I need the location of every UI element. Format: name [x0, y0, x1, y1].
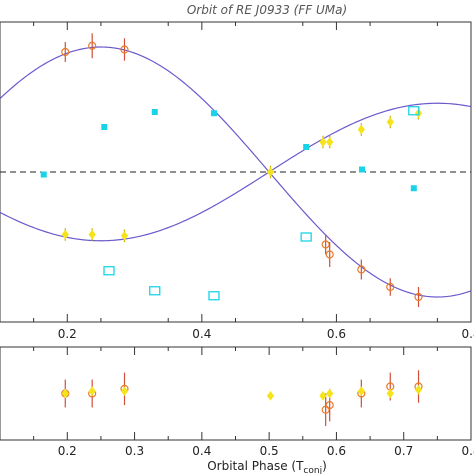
- data-point-diamond: [326, 388, 334, 399]
- data-point-open-square: [149, 286, 161, 296]
- x-tick-label: 0.8: [461, 444, 474, 458]
- x-tick-label: 0.3: [125, 444, 144, 458]
- x-tick-label: 0.6: [327, 444, 346, 458]
- data-point-diamond: [61, 388, 69, 399]
- data-point-filled-square: [303, 144, 310, 150]
- x-tick-label: 0.8: [461, 327, 474, 341]
- data-point-open-square: [408, 106, 420, 116]
- data-point-diamond: [266, 390, 275, 401]
- data-point-diamond: [61, 229, 69, 240]
- panel-frame: [0, 346, 472, 441]
- data-point-diamond: [319, 137, 327, 147]
- data-point-diamond: [88, 229, 96, 240]
- x-tick-label: 0.4: [192, 444, 211, 458]
- data-point-open-square: [103, 266, 115, 276]
- data-point-circle: [386, 282, 395, 292]
- chart-title: Orbit of RE J0933 (FF UMa): [187, 3, 347, 17]
- data-point-circle: [325, 250, 334, 259]
- data-point-filled-square: [101, 124, 108, 130]
- bottom-panel: [0, 346, 472, 441]
- x-tick-label: 0.4: [192, 327, 211, 341]
- top-x-tick-labels: 0.2 0.4 0.6 0.8: [58, 327, 474, 341]
- model-curve: [0, 102, 472, 242]
- data-point-open-square: [300, 232, 312, 242]
- data-point-diamond: [88, 386, 96, 397]
- data-point-diamond: [357, 124, 365, 135]
- data-point-diamond: [386, 388, 394, 399]
- x-tick-label: 0.7: [394, 444, 413, 458]
- data-point-filled-square: [410, 185, 417, 192]
- data-point-diamond: [326, 137, 334, 147]
- data-point-filled-square: [40, 171, 47, 178]
- bottom-x-tick-labels: 0.2 0.3 0.4 0.5 0.6 0.7 0.8: [58, 444, 474, 458]
- data-point-diamond: [386, 117, 394, 127]
- x-tick-label: 0.2: [58, 444, 77, 458]
- data-point-filled-square: [151, 109, 158, 115]
- data-point-diamond: [414, 384, 423, 395]
- data-point-circle: [357, 265, 366, 274]
- data-point-diamond: [120, 230, 129, 241]
- data-point-diamond: [357, 386, 365, 397]
- data-point-filled-square: [358, 166, 365, 173]
- data-point-circle: [120, 45, 129, 54]
- data-point-circle: [325, 401, 334, 410]
- data-point-circle: [88, 41, 97, 50]
- x-tick-label: 0.6: [327, 327, 346, 341]
- x-tick-label: 0.5: [260, 444, 279, 458]
- data-point-diamond: [120, 386, 129, 397]
- data-point-open-square: [208, 291, 220, 301]
- data-point-circle: [61, 47, 70, 57]
- model-curve: [0, 46, 472, 298]
- data-point-diamond: [319, 390, 327, 401]
- x-tick-label: 0.2: [58, 327, 77, 341]
- data-point-diamond: [266, 167, 275, 177]
- data-point-circle: [414, 292, 423, 302]
- data-point-filled-square: [210, 110, 217, 117]
- x-axis-label: Orbital Phase (Tconj): [207, 459, 327, 474]
- top-panel: [0, 21, 472, 323]
